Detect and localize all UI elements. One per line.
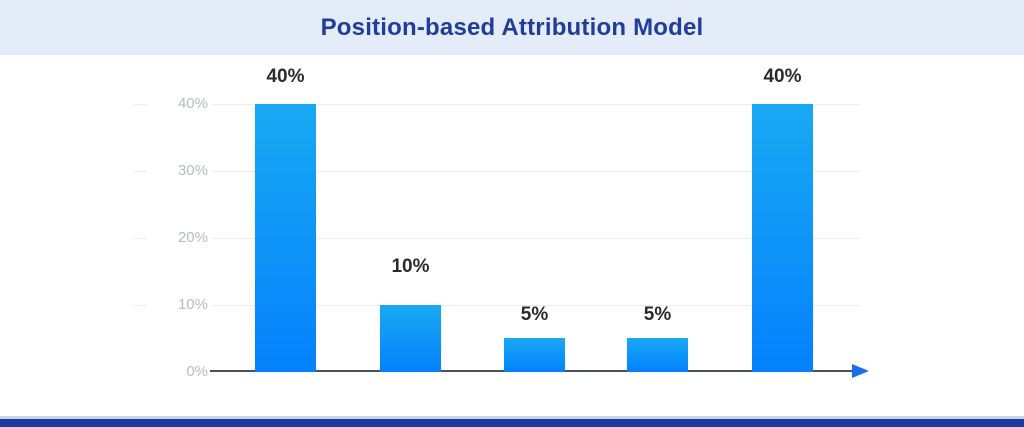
bar <box>752 104 813 372</box>
gridline-stub <box>134 104 147 105</box>
footer-band <box>0 419 1024 427</box>
gridline-stub <box>134 171 147 172</box>
chart-header: Position-based Attribution Model <box>0 0 1024 55</box>
y-tick-label: 40% <box>177 95 208 112</box>
x-axis-arrow-icon <box>852 364 869 378</box>
bar-value-label: 10% <box>391 256 430 277</box>
y-tick-label: 30% <box>177 162 208 179</box>
bar-value-label: 5% <box>520 304 549 325</box>
y-tick-label: 20% <box>177 229 208 246</box>
gridline-stub <box>134 305 147 306</box>
bar-value-label: 40% <box>266 66 305 87</box>
bar <box>504 338 565 372</box>
bar <box>255 104 316 372</box>
bar <box>627 338 688 372</box>
gridline <box>212 305 860 306</box>
y-tick-label: 10% <box>177 296 208 313</box>
chart-title: Position-based Attribution Model <box>320 14 704 41</box>
gridline <box>212 171 860 172</box>
bar-value-label: 40% <box>763 66 802 87</box>
gridline-stub <box>134 238 147 239</box>
bar <box>380 305 441 372</box>
footer-divider <box>0 416 1024 419</box>
y-tick-label: 0% <box>186 363 208 380</box>
bar-value-label: 5% <box>643 304 672 325</box>
gridline <box>212 104 860 105</box>
gridline <box>212 238 860 239</box>
